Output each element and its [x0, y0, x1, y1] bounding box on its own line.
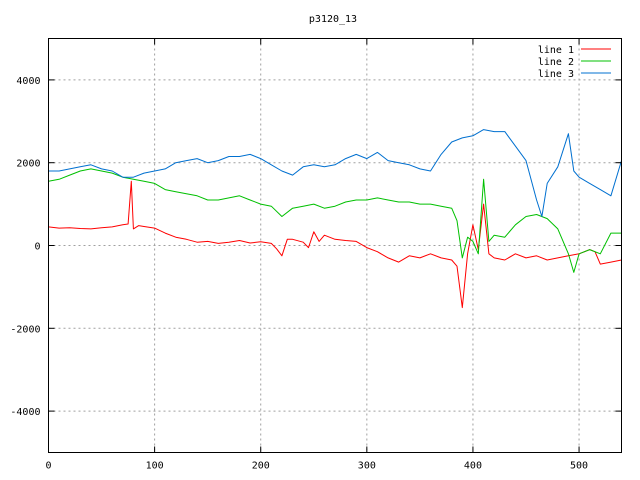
- series-line-3: [48, 129, 622, 217]
- axis-ticks: 0 100 200 300 400 500 -4000 -2000 0 2000 4000: [10, 38, 622, 472]
- legend-label-2: line 2: [538, 57, 574, 68]
- legend-label-3: line 3: [538, 69, 574, 80]
- x-tick-label: 300: [358, 461, 376, 472]
- y-tick-label: 0: [34, 242, 40, 253]
- y-tick-label: -4000: [10, 407, 40, 418]
- x-tick-label: 500: [570, 461, 588, 472]
- x-tick-label: 200: [252, 461, 270, 472]
- series-line-1: [48, 180, 622, 309]
- series-line-2: [48, 168, 622, 273]
- x-tick-label: 0: [45, 461, 51, 472]
- x-tick-label: 400: [464, 461, 482, 472]
- y-tick-label: 2000: [16, 159, 40, 170]
- chart-title: p3120_13: [309, 14, 357, 25]
- grid: [48, 38, 622, 453]
- series-group: [48, 129, 622, 309]
- legend-label-1: line 1: [538, 45, 574, 56]
- y-tick-label: -2000: [10, 324, 40, 335]
- y-tick-label: 4000: [16, 76, 40, 87]
- x-tick-label: 100: [146, 461, 164, 472]
